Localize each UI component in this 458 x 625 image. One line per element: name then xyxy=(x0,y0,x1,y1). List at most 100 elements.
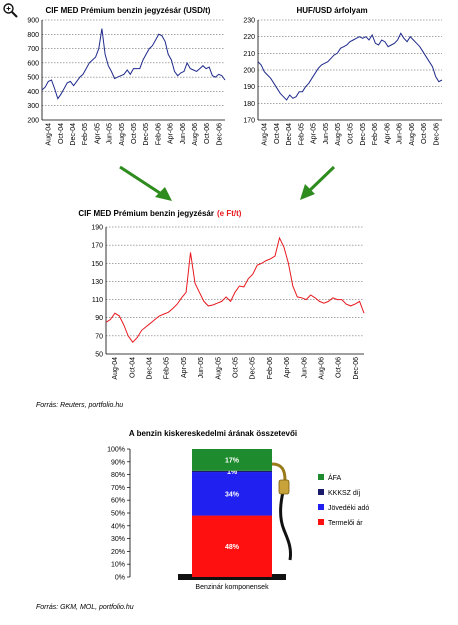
chart-huf-x-tick-label: Dec-05 xyxy=(360,123,367,146)
chart-usd-x-ticks: Aug-04 Oct-04 Dec-04 Feb-05 Apr-05 Jun-05 Aug-… xyxy=(46,123,224,146)
chart-eft: CIF MED Prémium benzin jegyzésár (e Ft/t… xyxy=(78,209,365,380)
chart-composition-y-ticks: 0% 10% 20% 30% 40% 50% 60% 70% 80% 90% 100% xyxy=(107,447,130,582)
chart-usd-x-tick-label: Dec-05 xyxy=(143,123,150,146)
chart-composition: A benzin kiskereskedelmi árának összetev… xyxy=(107,429,369,591)
chart-usd-y-tick-label: 400 xyxy=(27,89,39,96)
chart-usd-x-tick-label: Oct-05 xyxy=(131,123,138,144)
chart-composition-y-tick-label: 100% xyxy=(107,447,125,454)
chart-eft-y-tick-label: 190 xyxy=(91,225,103,232)
chart-huf-x-tick-label: Dec-04 xyxy=(286,123,293,146)
chart-usd-title: CIF MED Prémium benzin jegyzésár (USD/t) xyxy=(46,6,211,15)
chart-huf-x-ticks: Aug-04 Oct-04 Dec-04 Feb-05 Apr-05 Jun-05 Aug-… xyxy=(262,123,441,146)
chart-eft-y-tick-label: 150 xyxy=(91,261,103,268)
chart-huf-y-ticks: 170 180 190 200 210 220 230 xyxy=(243,18,255,125)
chart-composition-legend-label: KKKSZ díj xyxy=(328,490,361,497)
chart-composition-legend-label: Jövedéki adó xyxy=(328,505,369,512)
chart-eft-title-unit: (e Ft/t) xyxy=(217,209,242,218)
chart-composition-y-tick-label: 80% xyxy=(111,472,125,479)
chart-eft-x-tick-label: Jun-05 xyxy=(198,357,205,379)
chart-usd-x-tick-label: Aug-05 xyxy=(119,123,126,146)
chart-huf-x-tick-label: Oct-05 xyxy=(348,123,355,144)
chart-usd-x-tick-label: Dec-04 xyxy=(70,123,77,146)
chart-usd-x-tick-label: Apr-05 xyxy=(94,123,101,144)
chart-huf-x-tick-label: Feb-05 xyxy=(298,123,305,145)
chart-eft-title: CIF MED Prémium benzin jegyzésár xyxy=(78,209,214,218)
chart-composition-legend-swatch xyxy=(318,489,324,495)
chart-composition-y-tick-label: 70% xyxy=(111,485,125,492)
chart-huf-x-tick-label: Aug-05 xyxy=(335,123,342,146)
chart-composition-y-tick-label: 60% xyxy=(111,498,125,505)
chart-eft-x-tick-label: Feb-05 xyxy=(164,357,171,379)
chart-composition-category-label: Benzinár komponensek xyxy=(195,584,269,591)
chart-composition-segment-label: 1% xyxy=(227,469,238,476)
chart-huf-y-tick-label: 220 xyxy=(243,34,255,41)
chart-eft-x-tick-label: Apr-06 xyxy=(284,357,291,378)
chart-eft-y-tick-label: 170 xyxy=(91,243,103,250)
chart-huf-x-tick-label: Aug-04 xyxy=(262,123,269,146)
chart-huf-y-tick-label: 230 xyxy=(243,18,255,25)
chart-eft-x-tick-label: Aug-04 xyxy=(112,357,119,380)
chart-huf-y-tick-label: 200 xyxy=(243,68,255,75)
chart-usd-y-tick-label: 500 xyxy=(27,75,39,82)
source-note-bottom: Forrás: GKM, MOL, portfolio.hu xyxy=(36,604,134,611)
chart-eft-x-tick-label: Apr-05 xyxy=(181,357,188,378)
chart-composition-y-tick-label: 0% xyxy=(115,575,125,582)
chart-composition-legend-swatch xyxy=(318,474,324,480)
chart-huf-x-tick-label: Feb-06 xyxy=(372,123,379,145)
chart-eft-y-tick-label: 70 xyxy=(95,333,103,340)
chart-composition-y-tick-label: 40% xyxy=(111,523,125,530)
chart-composition-segment-label: 17% xyxy=(225,457,240,464)
chart-usd-y-tick-label: 600 xyxy=(27,60,39,67)
chart-usd-x-tick-label: Feb-05 xyxy=(82,123,89,145)
chart-composition-legend-label: ÁFA xyxy=(328,473,342,482)
chart-composition-legend-swatch xyxy=(318,504,324,510)
chart-composition-legend-swatch xyxy=(318,519,324,525)
chart-composition-y-tick-label: 30% xyxy=(111,536,125,543)
chart-composition-segment-label: 48% xyxy=(225,544,240,551)
chart-eft-y-ticks: 50 70 90 110 130 150 170 190 xyxy=(91,225,103,359)
chart-usd-x-tick-label: Apr-06 xyxy=(168,123,175,144)
fuel-nozzle-icon xyxy=(271,462,292,561)
chart-usd-x-tick-label: Feb-06 xyxy=(155,123,162,145)
chart-composition-title: A benzin kiskereskedelmi árának összetev… xyxy=(129,429,297,438)
chart-composition-y-tick-label: 50% xyxy=(111,511,125,518)
chart-eft-x-tick-label: Oct-05 xyxy=(233,357,240,378)
chart-usd-x-tick-label: Aug-04 xyxy=(46,123,53,146)
chart-usd-y-tick-label: 900 xyxy=(27,18,39,25)
chart-usd-x-tick-label: Jun-06 xyxy=(180,123,187,145)
chart-composition-segment xyxy=(192,449,272,471)
chart-huf-title: HUF/USD árfolyam xyxy=(296,6,367,15)
chart-composition-segment xyxy=(192,470,272,473)
chart-usd-x-tick-label: Oct-04 xyxy=(58,123,65,144)
chart-usd-series-line xyxy=(41,28,226,100)
chart-usd-y-tick-label: 800 xyxy=(27,32,39,39)
chart-eft-series-line xyxy=(105,236,365,343)
chart-usd-y-ticks: 200 300 400 500 600 700 800 900 xyxy=(27,18,39,125)
chart-usd-x-tick-label: Aug-06 xyxy=(192,123,199,146)
magnifier-icon[interactable] xyxy=(2,2,18,18)
chart-usd: CIF MED Prémium benzin jegyzésár (USD/t)… xyxy=(27,6,226,146)
chart-composition-segment-label: 34% xyxy=(225,491,240,498)
arrow-left xyxy=(119,165,172,201)
chart-huf-x-tick-label: Aug-06 xyxy=(409,123,416,146)
chart-eft-x-ticks: Aug-04 Oct-04 Dec-04 Feb-05 Apr-05 Jun-05 Aug-… xyxy=(112,357,360,380)
chart-huf-x-tick-label: Jun-06 xyxy=(397,123,404,145)
chart-eft-y-tick-label: 110 xyxy=(92,297,103,304)
chart-composition-y-tick-label: 20% xyxy=(111,549,125,556)
chart-composition-legend: ÁFA KKKSZ díj Jövedéki adó Termelői ár xyxy=(318,473,369,527)
chart-huf-y-tick-label: 170 xyxy=(243,118,255,125)
arrow-right xyxy=(300,165,336,200)
chart-composition-legend-label: Termelői ár xyxy=(328,520,363,527)
chart-eft-y-tick-label: 130 xyxy=(91,279,103,286)
chart-huf-x-tick-label: Oct-06 xyxy=(421,123,428,144)
chart-eft-x-tick-label: Aug-05 xyxy=(215,357,222,380)
chart-eft-y-tick-label: 50 xyxy=(95,352,103,359)
chart-eft-x-tick-label: Oct-04 xyxy=(129,357,136,378)
chart-huf-x-tick-label: Jun-05 xyxy=(323,123,330,145)
chart-huf-y-tick-label: 190 xyxy=(243,84,255,91)
chart-composition-segment xyxy=(192,515,272,577)
chart-huf-gridlines xyxy=(258,19,442,104)
chart-eft-x-tick-label: Jun-06 xyxy=(301,357,308,379)
chart-eft-y-tick-label: 90 xyxy=(95,315,103,322)
